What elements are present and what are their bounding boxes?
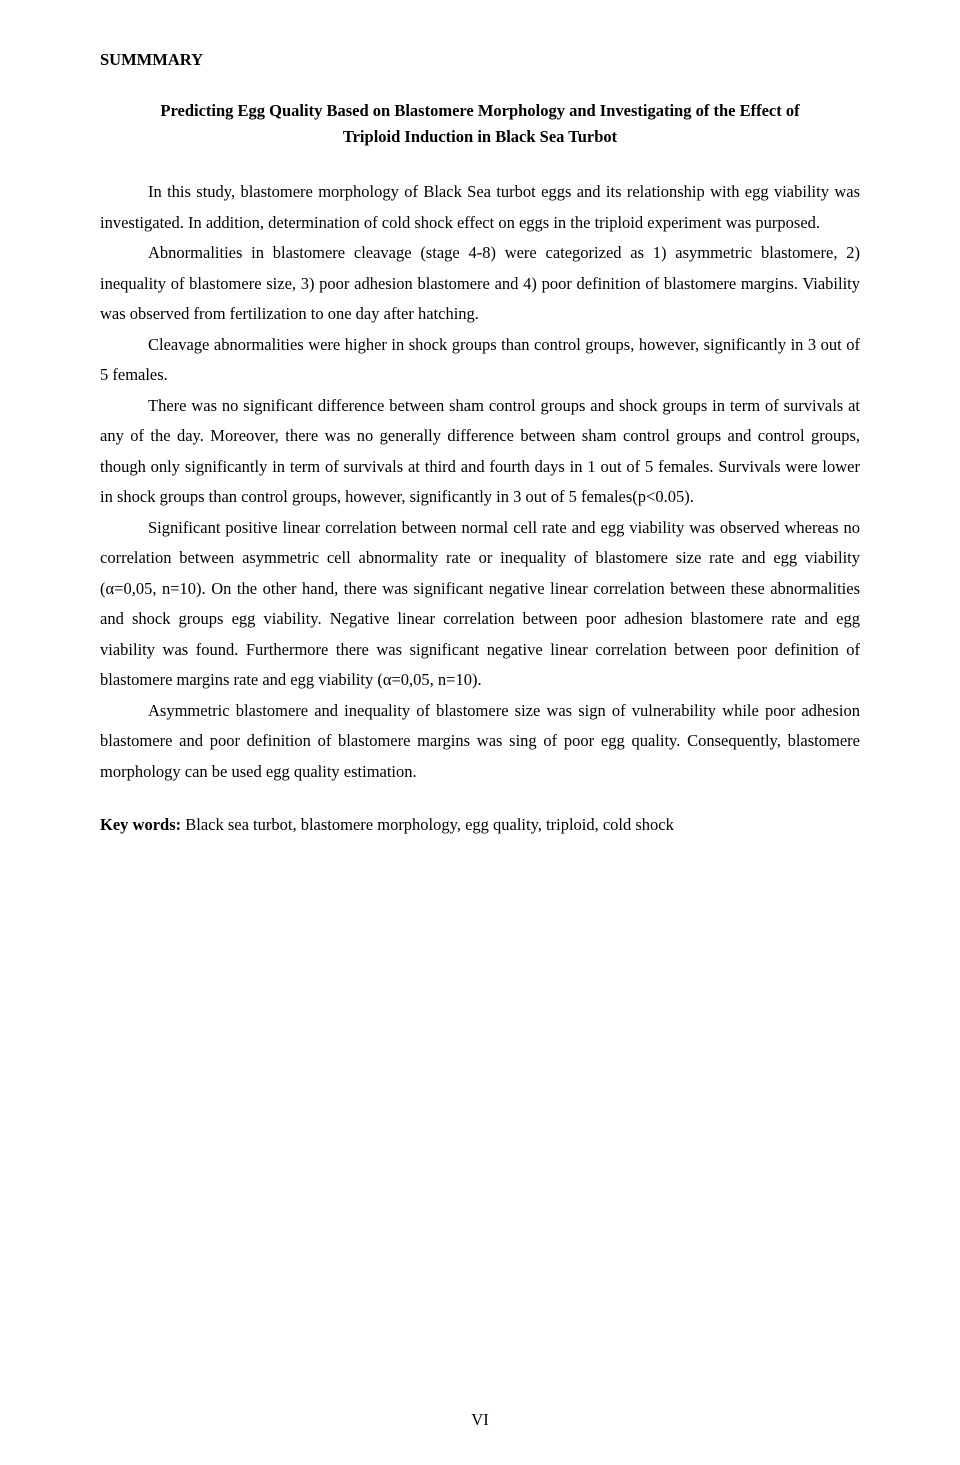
document-title: Predicting Egg Quality Based on Blastome… (100, 98, 860, 149)
keywords-label: Key words: (100, 815, 181, 834)
paragraph: Significant positive linear correlation … (100, 513, 860, 696)
paragraph: Cleavage abnormalities were higher in sh… (100, 330, 860, 391)
paragraph: In this study, blastomere morphology of … (100, 177, 860, 238)
page-number: VI (0, 1410, 960, 1430)
paragraph: Asymmetric blastomere and inequality of … (100, 696, 860, 788)
summary-heading: SUMMMARY (100, 50, 860, 70)
keywords-line: Key words: Black sea turbot, blastomere … (100, 815, 860, 835)
paragraph: Abnormalities in blastomere cleavage (st… (100, 238, 860, 330)
paragraph: There was no significant difference betw… (100, 391, 860, 513)
keywords-text: Black sea turbot, blastomere morphology,… (181, 815, 674, 834)
